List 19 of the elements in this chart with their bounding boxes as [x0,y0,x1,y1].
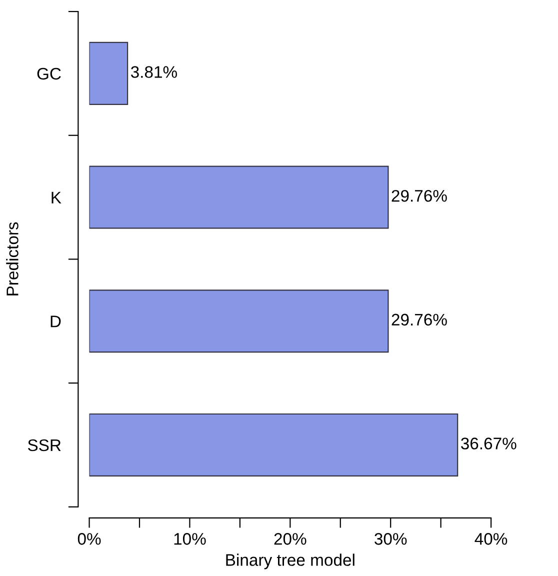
data-label: 36.67% [461,438,516,450]
data-label: 29.76% [392,314,447,326]
bar [89,413,458,476]
x-tick-label: 30% [374,533,407,545]
y-tick-label: GC [37,68,61,80]
x-tick-label: 40% [474,533,508,545]
y-axis-title: Predictors [6,222,18,296]
x-tick-label: 20% [274,533,306,545]
bar [89,42,128,105]
x-tick-label: 10% [174,533,206,545]
x-axis-title: Binary tree model [226,554,354,570]
bar [89,166,389,229]
data-label: 3.81% [130,66,177,78]
bar [89,290,389,353]
data-label: 29.76% [392,190,447,202]
y-tick-label: SSR [28,439,61,452]
y-tick-label: D [50,316,61,328]
y-tick-label: K [52,192,62,204]
x-tick-label: 0% [78,533,101,545]
